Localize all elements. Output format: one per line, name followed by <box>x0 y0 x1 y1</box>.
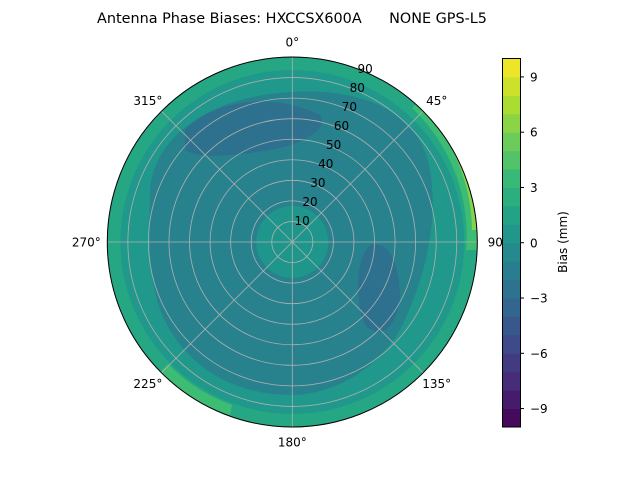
r-tick-label: 90 <box>357 62 372 76</box>
r-tick-label: 80 <box>350 81 365 95</box>
r-tick-label: 30 <box>310 176 325 190</box>
colorbar-level <box>502 169 521 188</box>
theta-tick-label: 180° <box>278 436 307 450</box>
colorbar-tick-label: 9 <box>530 70 538 84</box>
colorbar-level <box>502 408 521 428</box>
colorbar-tick-label: 0 <box>530 236 538 250</box>
colorbar-level <box>502 150 521 170</box>
contour-edge-ne-2 <box>436 120 477 230</box>
grid-spoke <box>292 110 424 243</box>
colorbar-level <box>502 132 521 152</box>
chart-title: Antenna Phase Biases: HXCCSX600A NONE GP… <box>97 11 487 27</box>
colorbar-tick-label: 3 <box>530 181 538 195</box>
colorbar-level <box>502 187 521 207</box>
grid-spoke <box>292 241 424 374</box>
theta-tick-label: 315° <box>133 94 162 108</box>
colorbar-level <box>502 76 521 96</box>
colorbar-level <box>502 242 521 262</box>
theta-tick-label: 225° <box>133 377 162 391</box>
r-tick-label: 10 <box>295 214 310 228</box>
colorbar-level <box>502 371 521 391</box>
colorbar-tick-label: −6 <box>530 347 548 361</box>
colorbar-level <box>502 390 521 410</box>
colorbar-level <box>502 334 521 354</box>
contour-edge-sw <box>160 364 232 415</box>
r-tick-label: 20 <box>302 195 317 209</box>
colorbar-level <box>502 316 521 336</box>
theta-tick-label: 0° <box>285 36 299 50</box>
colorbar <box>502 58 521 428</box>
colorbar-level <box>502 298 521 317</box>
colorbar-level <box>502 353 521 373</box>
colorbar-tick-label: −3 <box>530 292 548 306</box>
r-tick-label: 70 <box>342 100 357 114</box>
colorbar-level <box>502 261 521 281</box>
polar-grid <box>106 56 478 428</box>
theta-tick-label: 270° <box>72 236 101 250</box>
theta-tick-label: 45° <box>426 94 447 108</box>
theta-tick-label: 135° <box>422 377 451 391</box>
colorbar-label: Bias (mm) <box>556 211 570 273</box>
colorbar-level <box>502 95 521 115</box>
r-tick-label: 60 <box>334 119 349 133</box>
polar-frame <box>106 56 478 428</box>
colorbar-level <box>502 205 521 225</box>
colorbar-level <box>502 113 521 133</box>
colorbar-tick-label: −9 <box>530 402 548 416</box>
colorbar-level <box>502 279 521 299</box>
r-tick-label: 50 <box>326 138 341 152</box>
r-tick-label: 40 <box>318 157 333 171</box>
grid-spoke <box>161 110 293 243</box>
colorbar-tick-label: 6 <box>530 126 538 140</box>
colorbar-level <box>502 224 521 244</box>
colorbar-level <box>502 58 521 78</box>
grid-spoke <box>161 241 293 374</box>
contour-se-patch <box>358 244 400 332</box>
